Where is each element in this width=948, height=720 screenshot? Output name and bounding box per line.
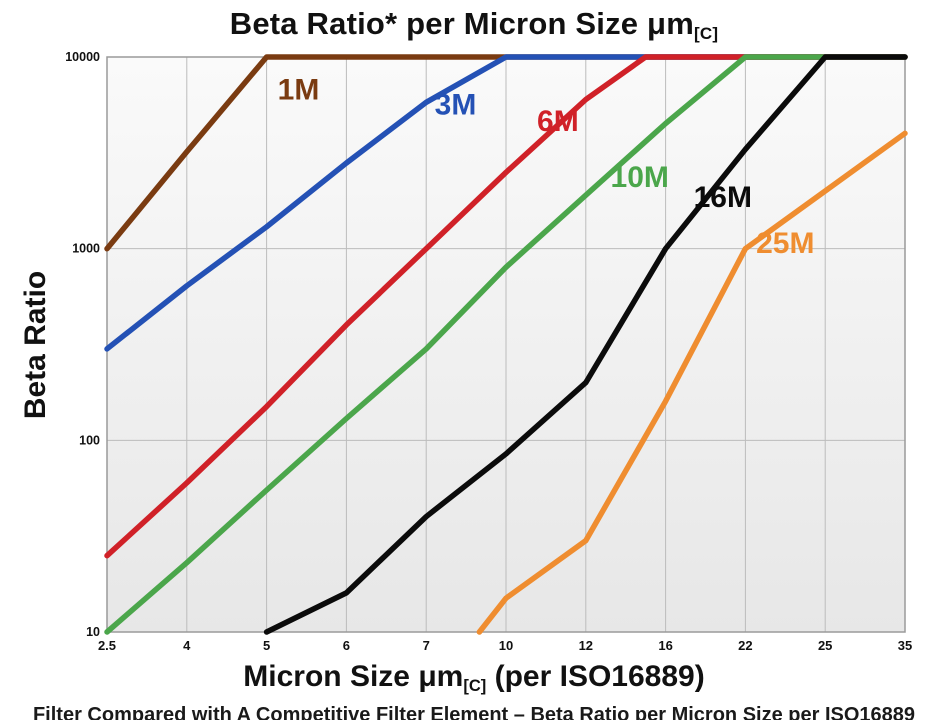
series-label-1M: 1M xyxy=(278,74,320,107)
y-tick-label: 100 xyxy=(79,433,100,447)
y-tick-label: 10 xyxy=(86,625,100,639)
chart-title-text: Beta Ratio* per Micron Size μm xyxy=(229,6,694,41)
x-axis-title-subscript: [C] xyxy=(463,676,487,695)
x-tick-label: 12 xyxy=(579,638,593,653)
chart-title: Beta Ratio* per Micron Size μm[C] xyxy=(0,6,948,43)
x-tick-label: 10 xyxy=(499,638,513,653)
chart-title-subscript: [C] xyxy=(693,23,719,43)
series-label-16M: 16M xyxy=(694,181,752,214)
y-tick-label: 10000 xyxy=(65,50,100,64)
series-label-25M: 25M xyxy=(756,227,814,260)
x-tick-label: 7 xyxy=(423,638,430,653)
x-tick-label: 25 xyxy=(818,638,832,653)
series-line-10M xyxy=(104,54,908,635)
clipped-caption: Filter Compared with A Competitive Filte… xyxy=(32,704,916,720)
x-axis-title-pre: Micron Size μm xyxy=(243,660,464,693)
series-line-25M xyxy=(476,130,908,635)
x-tick-label: 22 xyxy=(738,638,752,653)
x-tick-label: 6 xyxy=(343,638,350,653)
x-tick-label: 16 xyxy=(658,638,672,653)
series-line-3M xyxy=(104,54,908,352)
y-tick-label: 1000 xyxy=(72,242,100,256)
x-axis-title: Micron Size μm[C] (per ISO16889) xyxy=(0,660,948,695)
x-tick-label: 35 xyxy=(898,638,912,653)
x-tick-label: 2.5 xyxy=(98,638,116,653)
series-line-6M xyxy=(104,54,908,559)
series-label-6M: 6M xyxy=(537,105,579,138)
x-axis-title-post: (per ISO16889) xyxy=(486,660,705,693)
series-label-3M: 3M xyxy=(435,89,477,122)
x-tick-label: 4 xyxy=(183,638,191,653)
series-label-10M: 10M xyxy=(611,161,669,194)
series-line-16M xyxy=(263,54,908,635)
x-tick-label: 5 xyxy=(263,638,270,653)
